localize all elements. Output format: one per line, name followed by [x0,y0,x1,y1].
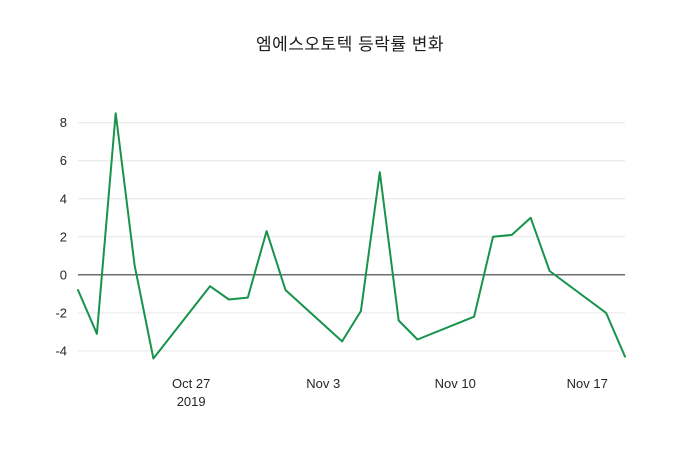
x-tick-label: Oct 27 [172,376,210,391]
y-tick-label: 2 [60,229,67,244]
y-tick-label: 8 [60,115,67,130]
y-tick-label: 0 [60,267,67,282]
y-tick-label: 6 [60,153,67,168]
x-tick-sublabel: 2019 [177,394,206,409]
series-line [77,112,626,360]
x-tick-label: Nov 3 [306,376,340,391]
x-tick-label: Nov 10 [435,376,476,391]
y-tick-label: -2 [55,305,67,320]
x-tick-label: Nov 17 [567,376,608,391]
y-tick-label: 4 [60,191,67,206]
chart-title: 엠에스오토텍 등락률 변화 [256,35,444,54]
y-tick-label: -4 [55,343,67,358]
